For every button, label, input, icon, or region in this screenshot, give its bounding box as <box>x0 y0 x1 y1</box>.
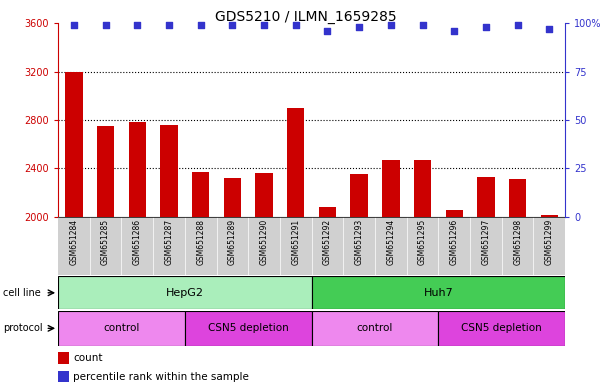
Bar <box>128 122 146 217</box>
Bar <box>343 217 375 275</box>
Bar <box>192 172 210 217</box>
Bar <box>312 276 565 309</box>
Text: GSM651296: GSM651296 <box>450 219 459 265</box>
Point <box>481 24 491 30</box>
Point <box>323 28 332 34</box>
Point <box>418 22 428 28</box>
Bar <box>319 207 336 217</box>
Bar <box>414 160 431 217</box>
Text: CSN5 depletion: CSN5 depletion <box>461 323 542 333</box>
Bar <box>185 311 312 346</box>
Point <box>69 22 79 28</box>
Bar <box>65 71 82 217</box>
Text: protocol: protocol <box>3 323 43 333</box>
Bar <box>470 217 502 275</box>
Text: GSM651289: GSM651289 <box>228 219 237 265</box>
Bar <box>502 217 533 275</box>
Text: GSM651284: GSM651284 <box>70 219 78 265</box>
Bar <box>185 217 216 275</box>
Text: GSM651292: GSM651292 <box>323 219 332 265</box>
Point <box>196 22 205 28</box>
Bar <box>287 108 304 217</box>
Text: control: control <box>103 323 140 333</box>
Bar <box>312 311 439 346</box>
Text: percentile rank within the sample: percentile rank within the sample <box>73 372 249 382</box>
Text: Huh7: Huh7 <box>423 288 453 298</box>
Text: GSM651287: GSM651287 <box>164 219 174 265</box>
Bar <box>153 217 185 275</box>
Text: GSM651295: GSM651295 <box>418 219 427 265</box>
Text: GSM651298: GSM651298 <box>513 219 522 265</box>
Bar <box>58 276 312 309</box>
Point <box>291 22 301 28</box>
Text: GSM651294: GSM651294 <box>386 219 395 265</box>
Bar <box>439 311 565 346</box>
Text: GSM651290: GSM651290 <box>260 219 269 265</box>
Bar <box>312 217 343 275</box>
Bar <box>58 311 185 346</box>
Bar <box>477 177 495 217</box>
Text: CSN5 depletion: CSN5 depletion <box>208 323 288 333</box>
Text: GSM651288: GSM651288 <box>196 219 205 265</box>
Bar <box>255 173 273 217</box>
Text: GSM651291: GSM651291 <box>291 219 300 265</box>
Bar <box>58 371 69 382</box>
Text: cell line: cell line <box>3 288 41 298</box>
Bar <box>541 215 558 217</box>
Bar <box>382 160 400 217</box>
Bar <box>97 126 114 217</box>
Bar <box>58 352 69 364</box>
Point <box>259 22 269 28</box>
Point <box>513 22 522 28</box>
Text: control: control <box>357 323 393 333</box>
Point <box>354 24 364 30</box>
Point <box>544 26 554 32</box>
Bar <box>351 174 368 217</box>
Text: GSM651297: GSM651297 <box>481 219 491 265</box>
Bar <box>122 217 153 275</box>
Bar <box>216 217 248 275</box>
Bar <box>445 210 463 217</box>
Bar <box>160 126 178 217</box>
Point <box>164 22 174 28</box>
Text: GSM651299: GSM651299 <box>545 219 554 265</box>
Bar <box>375 217 407 275</box>
Bar <box>90 217 122 275</box>
Text: count: count <box>73 353 103 364</box>
Bar <box>533 217 565 275</box>
Bar <box>224 178 241 217</box>
Point <box>133 22 142 28</box>
Text: GSM651285: GSM651285 <box>101 219 110 265</box>
Bar <box>248 217 280 275</box>
Bar <box>439 217 470 275</box>
Bar <box>407 217 439 275</box>
Bar <box>509 179 526 217</box>
Point <box>449 28 459 34</box>
Text: GSM651286: GSM651286 <box>133 219 142 265</box>
Point <box>386 22 396 28</box>
Text: GSM651293: GSM651293 <box>354 219 364 265</box>
Bar <box>280 217 312 275</box>
Text: HepG2: HepG2 <box>166 288 204 298</box>
Text: GDS5210 / ILMN_1659285: GDS5210 / ILMN_1659285 <box>214 10 397 23</box>
Point <box>227 22 237 28</box>
Bar <box>58 217 90 275</box>
Point <box>101 22 111 28</box>
